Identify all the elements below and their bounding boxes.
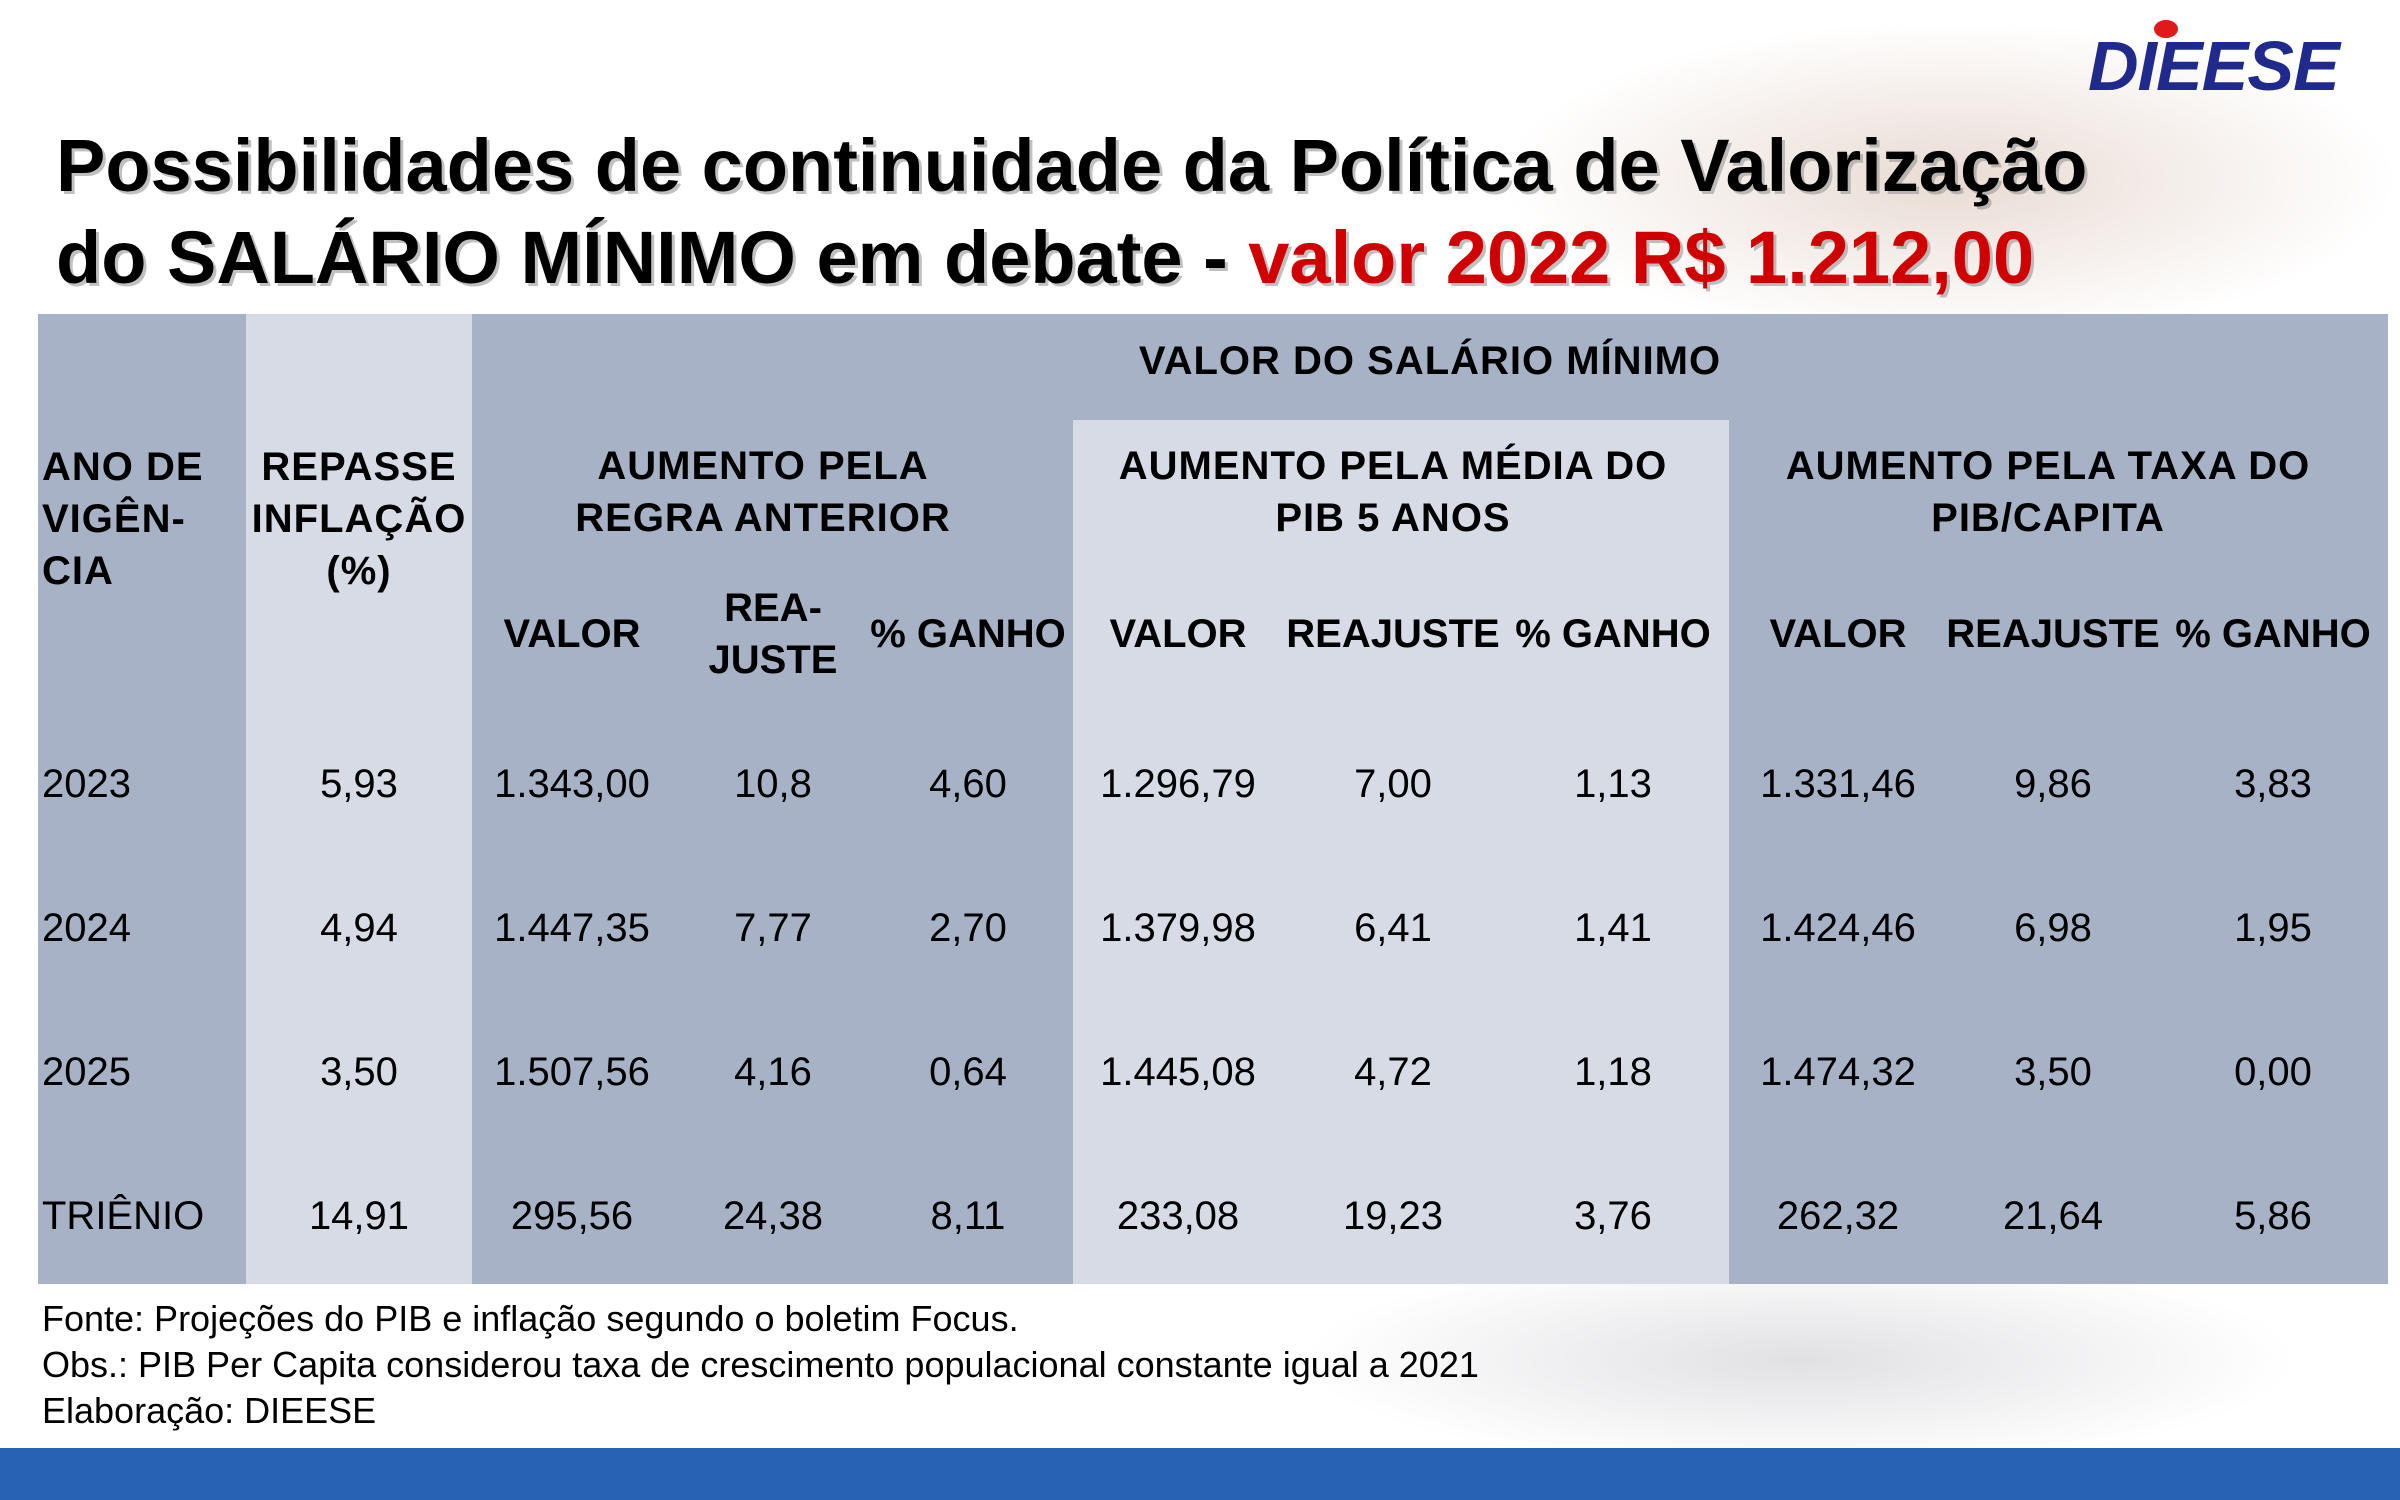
table-cell: 262,32 [1776, 1193, 1900, 1238]
table-cell: 6,41 [1354, 905, 1432, 950]
table-cell: 3,76 [1574, 1193, 1652, 1238]
table-cell: 1.296,79 [1100, 761, 1256, 806]
table-row-year: 2024 [42, 905, 131, 950]
table-cell: 1.379,98 [1100, 905, 1256, 950]
table-cell: 4,72 [1354, 1049, 1432, 1094]
logo-text: DIEESE [2088, 27, 2340, 105]
table-cell: 21,64 [2002, 1193, 2104, 1238]
subheader-valor: VALOR [503, 612, 641, 656]
background-decoration [1500, 20, 2400, 340]
background-decoration [1300, 1250, 2300, 1470]
footer-bar [0, 1448, 2400, 1500]
table-row-year: 2023 [42, 761, 131, 806]
header-repasse: REPASSE INFLAÇÃO (%) [251, 445, 467, 593]
table-cell: 1,95 [2234, 905, 2312, 950]
header-year: ANO DE VIGÊN-CIA [42, 445, 204, 593]
table-cell: 2,70 [929, 905, 1007, 950]
table-cell: 19,23 [1342, 1193, 1444, 1238]
subheader-valor: VALOR [1109, 612, 1247, 656]
logo-dot-icon [2154, 20, 2178, 38]
table-cell: 3,50 [320, 1049, 398, 1094]
table-cell: 1.507,56 [494, 1049, 650, 1094]
observation-note: Obs.: PIB Per Capita considerou taxa de … [42, 1344, 1479, 1385]
table-row-year: 2025 [42, 1049, 131, 1094]
table-row-year: TRIÊNIO [42, 1193, 205, 1238]
table-cell: 9,86 [2014, 761, 2092, 806]
subheader-ganho: % GANHO [870, 612, 1066, 656]
subheader-reajuste: REAJUSTE [1946, 612, 2160, 656]
table-cell: 10,8 [734, 761, 812, 806]
table-cell: 1.445,08 [1100, 1049, 1256, 1094]
source-note: Fonte: Projeções do PIB e inflação segun… [42, 1298, 1019, 1339]
group-header-regra-anterior: AUMENTO PELA REGRA ANTERIOR [575, 444, 951, 540]
col-bg-group-pib [1073, 420, 1729, 1284]
table-cell: 1.331,46 [1760, 761, 1916, 806]
table-cell: 295,56 [510, 1193, 634, 1238]
table-cell: 3,50 [2014, 1049, 2092, 1094]
table-cell: 4,94 [320, 905, 398, 950]
table-cell: 1,41 [1574, 905, 1652, 950]
col-bg-repasse [246, 314, 472, 1284]
title-line-2: do SALÁRIO MÍNIMO em debate - [56, 216, 1249, 299]
col-bg-year [38, 314, 246, 1284]
salary-table: ANO DE VIGÊN-CIA REPASSE INFLAÇÃO (%) VA… [38, 314, 2388, 1284]
table-cell: 1.424,46 [1760, 905, 1916, 950]
table-cell: 0,64 [929, 1049, 1007, 1094]
table-cell: 8,11 [930, 1193, 1006, 1238]
title-highlight-value: valor 2022 R$ 1.212,00 [1248, 216, 2035, 299]
table-cell: 24,38 [722, 1193, 824, 1238]
table-cell: 233,08 [1116, 1193, 1240, 1238]
header-main: VALOR DO SALÁRIO MÍNIMO [1138, 339, 1722, 383]
table-cell: 7,77 [734, 905, 812, 950]
table-cell: 1.447,35 [494, 905, 650, 950]
table-cell: 7,00 [1354, 761, 1432, 806]
table-cell: 1,13 [1574, 761, 1652, 806]
group-header-media-pib: AUMENTO PELA MÉDIA DO PIB 5 ANOS [1118, 444, 1668, 540]
table-cell: 4,16 [734, 1049, 812, 1094]
table-cell: 4,60 [929, 761, 1007, 806]
table-cell: 14,91 [308, 1193, 410, 1238]
table-cell: 5,93 [320, 761, 398, 806]
dieese-logo: DIEESE [2088, 18, 2378, 105]
credit-note: Elaboração: DIEESE [42, 1390, 377, 1431]
table-cell: 0,00 [2234, 1049, 2312, 1094]
group-header-pib-capita: AUMENTO PELA TAXA DO PIB/CAPITA [1785, 444, 2311, 540]
title-line-1: Possibilidades de continuidade da Políti… [56, 124, 2088, 207]
table-cell: 1.474,32 [1760, 1049, 1916, 1094]
subheader-reajuste: REAJUSTE [1286, 612, 1500, 656]
subheader-reajuste: REA-JUSTE [708, 586, 838, 682]
page-title: Possibilidades de continuidade da Políti… [56, 120, 2356, 304]
subheader-valor: VALOR [1769, 612, 1907, 656]
table-cell: 1.343,00 [494, 761, 650, 806]
table-cell: 6,98 [2014, 905, 2092, 950]
table-cell: 5,86 [2234, 1193, 2312, 1238]
subheader-ganho: % GANHO [2175, 612, 2371, 656]
table-cell: 3,83 [2234, 761, 2312, 806]
table-cell: 1,18 [1574, 1049, 1652, 1094]
subheader-ganho: % GANHO [1515, 612, 1711, 656]
